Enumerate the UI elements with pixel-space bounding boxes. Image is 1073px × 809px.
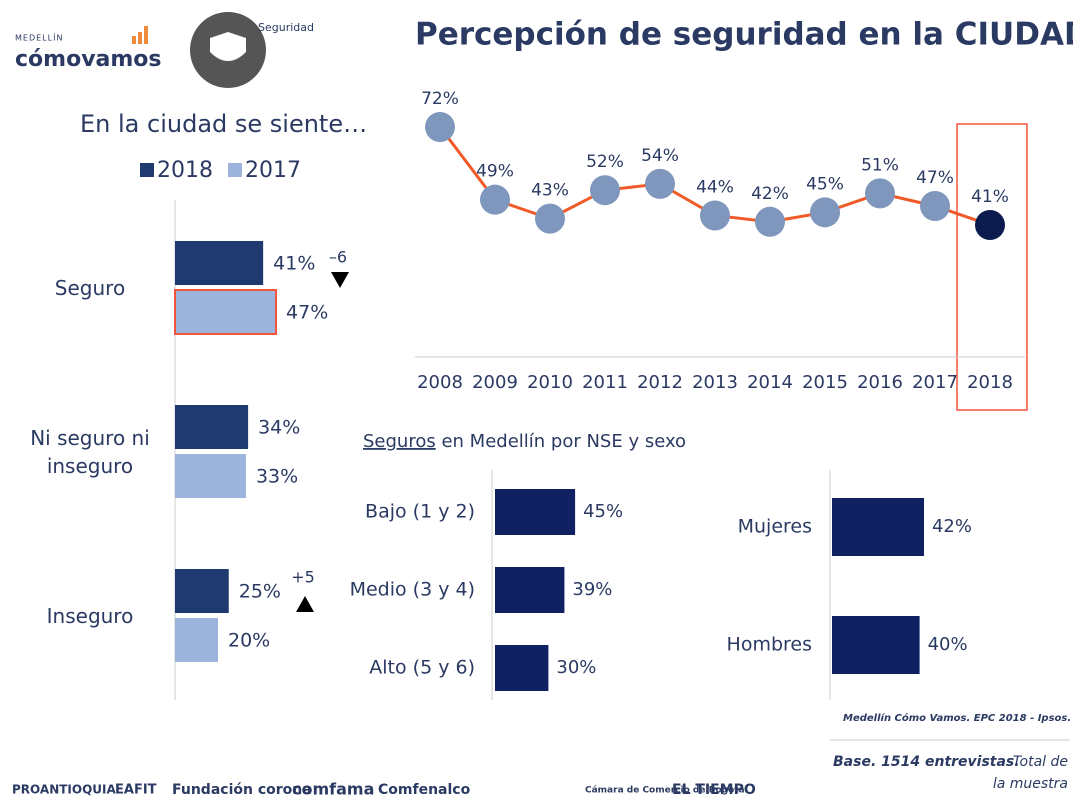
x-tick-label: 2015: [802, 372, 848, 393]
value-label: 72%: [421, 89, 459, 109]
x-tick-label: 2014: [747, 372, 793, 393]
value-label: 47%: [286, 302, 328, 324]
legend-label: 2018: [157, 158, 213, 183]
x-tick-label: 2008: [417, 372, 463, 393]
value-label: 41%: [273, 253, 315, 275]
logo-icon: [132, 26, 148, 44]
legend-swatch: [228, 163, 242, 177]
section-label: Seguridad: [258, 21, 314, 34]
category-label: Ni seguro ni inseguro: [30, 426, 150, 478]
x-tick-label: 2018: [967, 372, 1013, 393]
x-tick-label: 2009: [472, 372, 518, 393]
legend-swatch: [140, 163, 154, 177]
footer-logo: Fundación corona: [172, 782, 312, 798]
category-label: Inseguro: [46, 604, 134, 628]
chart-title: En la ciudad se siente…: [80, 110, 367, 138]
bar: [495, 489, 576, 535]
bar: [832, 498, 924, 556]
footer-logo: PROANTIOQUIA: [12, 783, 117, 797]
value-label: 54%: [641, 146, 679, 166]
bar: [175, 454, 246, 498]
x-tick-label: 2012: [637, 372, 683, 393]
category-label: Medio (3 y 4): [350, 579, 475, 601]
bar: [175, 618, 218, 662]
point: [810, 197, 840, 228]
value-label: 42%: [751, 184, 789, 204]
value-label: 20%: [228, 630, 270, 652]
shield: [210, 32, 246, 61]
x-tick-label: 2013: [692, 372, 738, 393]
category-label: Bajo (1 y 2): [365, 501, 475, 523]
point: [700, 200, 730, 231]
value-label: 30%: [556, 657, 596, 678]
bar: [832, 616, 920, 674]
value-label: 42%: [932, 516, 972, 537]
x-tick-label: 2016: [857, 372, 903, 393]
value-label: 51%: [861, 155, 899, 175]
value-label: 52%: [586, 152, 624, 172]
point: [425, 112, 455, 142]
source: Medellín Cómo Vamos. EPC 2018 - Ipsos.: [843, 712, 1071, 724]
base: Base. 1514 entrevistas.: [833, 754, 1020, 770]
up-triangle: [296, 596, 314, 612]
value-label: 43%: [531, 181, 569, 201]
footer-logo: Comfenalco: [378, 782, 471, 798]
annotation: –6: [329, 248, 347, 267]
value-label: 39%: [572, 579, 612, 600]
logo-small: MEDELLÍN: [15, 32, 63, 43]
value-label: 40%: [928, 634, 968, 655]
highlight-box: [956, 123, 1028, 411]
bar: [174, 289, 278, 335]
value-label: 33%: [256, 466, 298, 488]
x-tick-label: 2010: [527, 372, 573, 393]
category-label: Seguro: [54, 276, 126, 300]
x-tick-label: 2017: [912, 372, 958, 393]
value-label: 41%: [971, 187, 1009, 207]
value-label: 44%: [696, 177, 734, 197]
point: [645, 168, 675, 199]
title-part: en Medellín por NSE y sexo: [436, 431, 686, 452]
legend-label: 2017: [245, 158, 301, 183]
value-label: 49%: [476, 162, 514, 182]
point: [975, 209, 1005, 240]
category-label: Alto (5 y 6): [369, 657, 475, 679]
category-label: Mujeres: [738, 516, 812, 538]
x-tick-label: 2011: [582, 372, 628, 393]
bar: [175, 241, 264, 285]
title-part: Seguros: [363, 431, 436, 452]
down-triangle: [331, 272, 349, 288]
logo-main: cómovamos: [15, 47, 162, 72]
base-note: la muestra: [993, 776, 1068, 792]
point: [590, 175, 620, 206]
category-label: Hombres: [727, 634, 812, 656]
footer-logo: EAFIT: [115, 783, 157, 798]
footer-logo: EL TIEMPO: [672, 782, 756, 798]
value-label: 45%: [806, 174, 844, 194]
point: [920, 191, 950, 221]
point: [480, 184, 510, 215]
point: [755, 206, 785, 237]
bar: [495, 567, 565, 613]
base-note: Total de: [1013, 754, 1068, 770]
value-label: 25%: [239, 581, 281, 603]
bar: [175, 569, 229, 613]
value-label: 34%: [258, 417, 300, 439]
point: [535, 203, 565, 234]
point: [865, 178, 895, 209]
bar: [175, 405, 249, 449]
bar: [495, 645, 549, 691]
annotation: +5: [291, 568, 315, 587]
footer-logo: Cámara de Comercio de Bogotá: [585, 786, 745, 796]
chart-title: Percepción de seguridad en la CIUDAD: [415, 17, 1073, 53]
footer-logo: comfama: [292, 780, 374, 799]
value-label: 47%: [916, 168, 954, 188]
chart-title: Seguros en Medellín por NSE y sexo: [363, 431, 686, 452]
value-label: 45%: [583, 501, 623, 522]
